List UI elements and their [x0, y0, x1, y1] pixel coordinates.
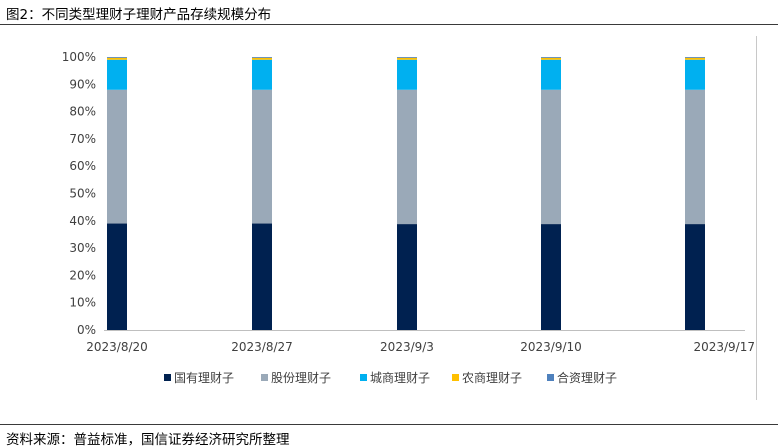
figure-title: 图2：不同类型理财子理财产品存续规模分布 [6, 7, 272, 23]
bar-segment [107, 89, 127, 224]
bar-segment [252, 57, 272, 60]
y-tick-label: 100% [62, 50, 96, 64]
chart-border-right [756, 36, 757, 400]
bar-segment [252, 59, 272, 90]
legend-swatch [452, 374, 459, 381]
y-tick-label: 0% [77, 323, 96, 337]
y-tick-label: 40% [69, 214, 96, 228]
y-tick-label: 10% [69, 296, 96, 310]
bar-segment [541, 57, 561, 58]
legend-swatch [261, 374, 268, 381]
x-axis: 2023/8/20 2023/8/27 2023/9/3 2023/9/10 2023/… [86, 330, 755, 354]
bar-segment [107, 223, 127, 330]
x-tick-label: 2023/9/3 [380, 340, 434, 354]
bars [107, 57, 705, 330]
legend-label: 城商理财子 [370, 370, 430, 385]
legend-swatch [164, 374, 171, 381]
y-tick-label: 20% [69, 268, 96, 282]
legend-label: 国有理财子 [174, 371, 234, 385]
legend-swatch [360, 374, 367, 381]
legend-label: 合资理财子 [557, 370, 617, 385]
bar-segment [685, 89, 705, 225]
y-tick-label: 70% [69, 132, 96, 146]
bar-segment [252, 89, 272, 224]
y-tick-label: 30% [69, 241, 96, 255]
bar-segment [541, 224, 561, 330]
y-axis: 0% 10% 20% 30% 40% 50% 60% 70% 80% 90% 100% [62, 50, 96, 337]
bar-segment [685, 57, 705, 58]
y-tick-label: 80% [69, 105, 96, 119]
bar-segment [397, 57, 417, 58]
legend-swatch [547, 374, 554, 381]
bar-segment [685, 57, 705, 60]
bar-segment [685, 224, 705, 330]
x-tick-label: 2023/9/17 [693, 340, 755, 354]
bar-segment [541, 89, 561, 225]
bar-segment [397, 57, 417, 60]
bar-segment [107, 57, 127, 60]
legend-label: 股份理财子 [271, 371, 331, 385]
bar-segment [397, 59, 417, 90]
source-note: 资料来源：普益标准，国信证券经济研究所整理 [6, 432, 290, 448]
legend: 国有理财子 股份理财子 城商理财子 农商理财子 合资理财子 [164, 370, 617, 385]
legend-label: 农商理财子 [462, 370, 522, 385]
bottom-rule [0, 424, 778, 425]
bar-segment [541, 59, 561, 90]
x-tick-label: 2023/9/10 [520, 340, 582, 354]
bar-segment [107, 57, 127, 58]
y-tick-label: 60% [69, 159, 96, 173]
x-tick-label: 2023/8/27 [231, 340, 293, 354]
bar-segment [107, 59, 127, 90]
bar-segment [252, 223, 272, 330]
bar-segment [685, 59, 705, 90]
bar-segment [397, 89, 417, 225]
top-rule [0, 24, 778, 25]
bar-segment [541, 57, 561, 60]
y-tick-label: 50% [69, 187, 96, 201]
bar-segment [252, 57, 272, 58]
bar-segment [397, 224, 417, 330]
y-tick-label: 90% [69, 77, 96, 91]
x-tick-label: 2023/8/20 [86, 340, 148, 354]
